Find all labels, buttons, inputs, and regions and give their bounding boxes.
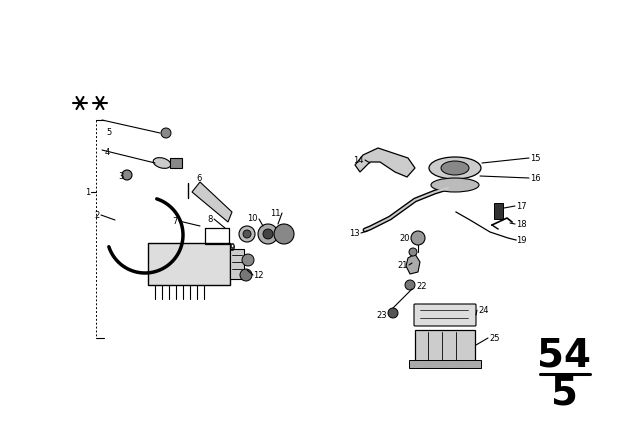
Text: 19: 19 xyxy=(516,236,527,245)
Text: 18: 18 xyxy=(516,220,527,228)
Text: 17: 17 xyxy=(516,202,527,211)
Text: 7: 7 xyxy=(173,216,178,225)
Text: 25: 25 xyxy=(489,333,499,343)
Text: 21: 21 xyxy=(397,260,408,270)
Polygon shape xyxy=(406,254,420,274)
FancyBboxPatch shape xyxy=(230,249,244,279)
Text: 54: 54 xyxy=(537,336,591,374)
Circle shape xyxy=(161,128,171,138)
Text: 16: 16 xyxy=(530,173,541,182)
Circle shape xyxy=(405,280,415,290)
Text: 12: 12 xyxy=(253,271,264,280)
Circle shape xyxy=(243,230,251,238)
Circle shape xyxy=(274,224,294,244)
FancyBboxPatch shape xyxy=(409,360,481,368)
Circle shape xyxy=(258,224,278,244)
Circle shape xyxy=(388,308,398,318)
Text: 23: 23 xyxy=(376,310,387,319)
Text: 8: 8 xyxy=(207,215,213,224)
Ellipse shape xyxy=(431,178,479,192)
Text: 22: 22 xyxy=(416,281,426,290)
Text: 11: 11 xyxy=(271,208,281,217)
Text: 13: 13 xyxy=(349,228,360,237)
Polygon shape xyxy=(355,148,415,177)
Text: 14: 14 xyxy=(353,155,364,164)
Circle shape xyxy=(242,254,254,266)
Text: 9: 9 xyxy=(230,242,235,251)
Text: 5: 5 xyxy=(106,128,111,137)
Ellipse shape xyxy=(153,158,171,168)
Text: 4: 4 xyxy=(105,147,110,156)
Circle shape xyxy=(409,248,417,256)
Ellipse shape xyxy=(441,161,469,175)
Ellipse shape xyxy=(429,157,481,179)
Circle shape xyxy=(240,269,252,281)
FancyBboxPatch shape xyxy=(415,330,475,362)
Text: 20: 20 xyxy=(399,233,410,242)
Text: 6: 6 xyxy=(196,173,202,182)
FancyBboxPatch shape xyxy=(494,203,503,219)
Text: 2: 2 xyxy=(95,211,100,220)
Text: 24: 24 xyxy=(478,306,488,314)
Polygon shape xyxy=(192,182,232,222)
Text: 1: 1 xyxy=(84,188,90,197)
Text: 5: 5 xyxy=(550,374,577,412)
Text: 9: 9 xyxy=(230,244,235,253)
Circle shape xyxy=(122,170,132,180)
FancyBboxPatch shape xyxy=(148,243,230,285)
Text: 15: 15 xyxy=(530,154,541,163)
Text: 10: 10 xyxy=(248,214,258,223)
FancyBboxPatch shape xyxy=(414,304,476,326)
FancyBboxPatch shape xyxy=(170,158,182,168)
Text: 3: 3 xyxy=(118,172,124,181)
Circle shape xyxy=(263,229,273,239)
Circle shape xyxy=(239,226,255,242)
Circle shape xyxy=(411,231,425,245)
